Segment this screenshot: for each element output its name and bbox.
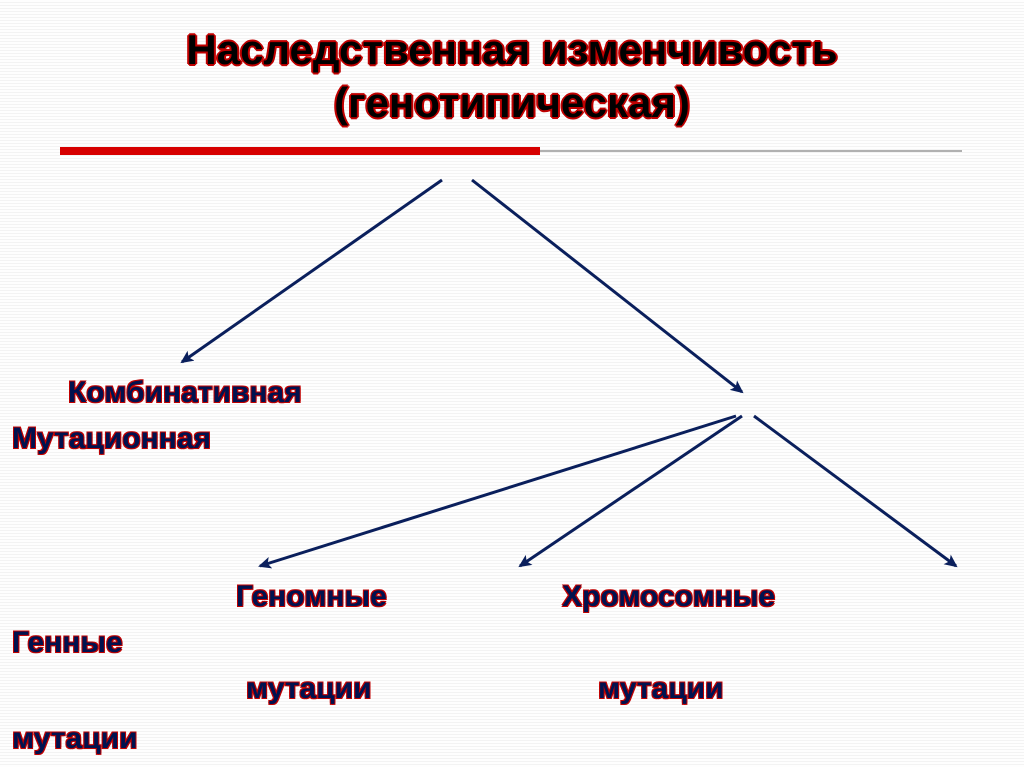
node-mutatsii-1: мутации [246, 666, 372, 711]
node-khromosomnye: Хромосомные [562, 574, 775, 619]
underline-thick [60, 147, 540, 155]
node-mutatsii-3: мутации [12, 716, 138, 761]
arrow-5 [754, 416, 956, 566]
node-mutatsii-2: мутации [598, 666, 724, 711]
arrow-1 [182, 180, 442, 362]
title-line-2: (генотипическая) [334, 79, 690, 126]
arrow-2 [472, 180, 742, 392]
arrow-3 [260, 416, 736, 566]
diagram-title: Наследственная изменчивость (генотипичес… [0, 0, 1024, 129]
node-kombinativnaya: Комбинативная [68, 370, 302, 415]
title-line-1: Наследственная изменчивость [186, 26, 837, 73]
arrow-4 [520, 416, 742, 566]
node-gennye: Генные [12, 620, 123, 665]
node-mutatsionnaya: Мутационная [12, 416, 211, 461]
node-genomnye: Геномные [236, 574, 387, 619]
underline-thin [540, 150, 962, 152]
title-underline [0, 147, 1024, 163]
